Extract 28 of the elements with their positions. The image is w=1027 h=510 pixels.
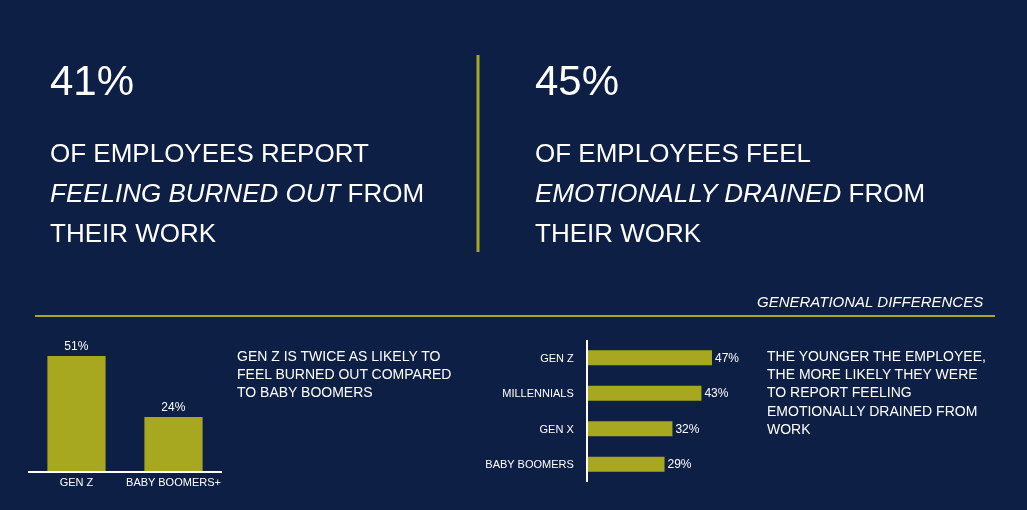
data-label: 43% — [704, 386, 729, 401]
data-label: 32% — [675, 421, 700, 436]
bar — [588, 421, 673, 437]
y-tick-label: BABY BOOMERS — [485, 458, 574, 471]
text: FEELING BURNED OUT — [50, 178, 343, 208]
bar — [588, 350, 712, 366]
y-tick-label: GEN Z — [540, 351, 575, 364]
bar — [588, 385, 702, 401]
y-tick-label: MILLENNIALS — [502, 387, 574, 400]
text: GENERATIONAL DIFFERENCES — [757, 293, 984, 310]
data-label: 24% — [161, 399, 186, 414]
data-label: 29% — [667, 457, 692, 472]
y-tick-label: GEN X — [539, 422, 575, 435]
text: FROM — [848, 178, 926, 208]
text: GEN Z IS TWICE AS LIKELY TO FEEL BURNED OUT COMPARED TO BABY BOOMERS — [237, 348, 452, 401]
text: THEIR WORK — [50, 218, 217, 248]
data-label: 47% — [715, 350, 740, 365]
text: THEIR WORK — [535, 218, 702, 248]
bar — [588, 456, 665, 472]
text: 41% — [50, 57, 135, 104]
data-label: 51% — [64, 339, 89, 353]
text: OF EMPLOYEES REPORT — [50, 138, 369, 168]
text: 45% — [535, 57, 620, 104]
x-tick-label: BABY BOOMERS+ — [126, 476, 221, 489]
text: FROM — [347, 178, 425, 208]
text: EMOTIONALLY DRAINED — [535, 178, 842, 208]
text: OF EMPLOYEES FEEL — [535, 138, 811, 168]
text: THE YOUNGER THE EMPLOYEE, THE MORE LIKELY THEY WERE TO REPORT FEELING EMOTIONALLY DRAINED FROM WORK — [767, 348, 986, 437]
